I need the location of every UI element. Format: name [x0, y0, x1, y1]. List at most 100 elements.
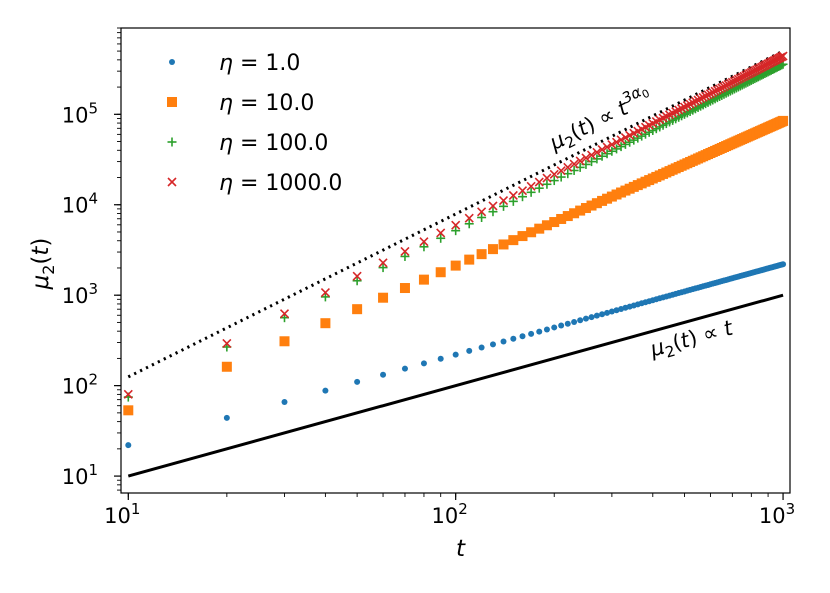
data-point: [517, 186, 528, 196]
legend-label-2: η = 10.0: [219, 91, 314, 116]
annotation-linear: μ2(t) ∝ t: [647, 316, 737, 366]
data-point: [487, 244, 498, 255]
data-point: [508, 190, 518, 201]
data-point: [727, 85, 737, 95]
data-point: [488, 207, 498, 217]
data-point: [378, 263, 388, 273]
data-point: [592, 154, 602, 164]
data-point: [549, 217, 560, 228]
data-point: [401, 365, 408, 372]
data-point: [436, 228, 446, 238]
data-point: [378, 292, 389, 303]
data-point: [478, 344, 485, 351]
data-point: [526, 181, 536, 191]
data-point: [123, 389, 133, 399]
data-point: [778, 51, 788, 61]
x-tick-label: 101: [104, 500, 140, 528]
data-point: [123, 405, 134, 416]
data-point: [508, 235, 519, 246]
data-point: [780, 261, 787, 268]
data-point: [597, 145, 607, 155]
data-point: [564, 320, 571, 327]
data-point-b: [556, 166, 566, 176]
data-point-b: [352, 271, 362, 281]
data-point-b: [378, 258, 388, 268]
plus-marker-icon: [167, 137, 177, 147]
data-point: [562, 211, 573, 222]
data-point: [320, 318, 331, 329]
data-point: [526, 187, 536, 197]
data-point: [499, 201, 509, 211]
data-point: [696, 94, 706, 104]
data-point: [580, 203, 591, 214]
data-point-b: [586, 150, 597, 160]
data-point: [604, 309, 611, 316]
data-point-b: [419, 237, 429, 247]
data-point: [281, 398, 288, 405]
data-point: [549, 169, 559, 179]
data-point: [400, 246, 410, 257]
data-point: [420, 360, 427, 367]
x-tick-label: 103: [759, 500, 795, 528]
legend-label-3: η = 100.0: [219, 131, 328, 156]
y-tick-label: 101: [62, 461, 98, 489]
data-point: [556, 172, 566, 182]
data-point: [352, 271, 362, 281]
data-point: [419, 242, 429, 252]
data-point: [476, 249, 487, 260]
data-point: [125, 442, 132, 449]
y-tick-label: 102: [62, 371, 98, 399]
data-point-b: [701, 91, 711, 101]
data-point: [693, 95, 703, 105]
data-point: [534, 177, 544, 187]
data-point: [536, 328, 543, 335]
data-point: [698, 92, 708, 102]
data-point: [223, 414, 230, 421]
data-point-b: [682, 101, 692, 111]
data-point: [556, 213, 567, 224]
data-point: [452, 351, 459, 358]
data-point-b: [517, 186, 528, 196]
data-point: [602, 149, 612, 159]
data-point: [352, 276, 362, 286]
data-point: [569, 159, 579, 169]
data-point-b: [688, 98, 698, 108]
legend-label-1: η = 1.0: [219, 51, 300, 76]
data-point: [437, 355, 444, 362]
data-point: [222, 338, 232, 349]
data-point-b: [320, 287, 330, 298]
series-2: [123, 115, 789, 416]
data-point: [607, 146, 617, 156]
data-point: [731, 83, 741, 93]
data-point-b: [778, 51, 788, 61]
data-point-b: [607, 139, 617, 150]
data-point: [418, 274, 429, 285]
data-point: [489, 341, 496, 348]
data-point: [464, 213, 474, 223]
data-point: [577, 317, 584, 324]
x-tick-label: 102: [432, 500, 468, 528]
data-point-b: [534, 177, 544, 187]
data-point-b: [549, 169, 559, 179]
data-point: [586, 200, 597, 211]
data-point: [517, 231, 528, 242]
data-point: [510, 335, 517, 342]
data-point: [519, 333, 526, 340]
data-point: [549, 176, 559, 186]
data-point: [611, 137, 622, 147]
data-point: [380, 371, 387, 378]
x-marker-icon: [167, 177, 177, 187]
data-point: [729, 84, 739, 94]
data-point: [436, 233, 446, 243]
data-point: [322, 387, 329, 394]
axes: 101 102 103 101 102 103 104 105 t μ2(t): [28, 27, 795, 562]
y-tick-label: 103: [62, 280, 98, 308]
data-point: [451, 220, 461, 230]
data-point-b: [477, 207, 487, 217]
data-point: [500, 338, 507, 345]
y-tick-label: 104: [62, 190, 98, 218]
data-point: [586, 150, 597, 160]
data-point-b: [581, 153, 591, 163]
data-point: [556, 166, 566, 176]
